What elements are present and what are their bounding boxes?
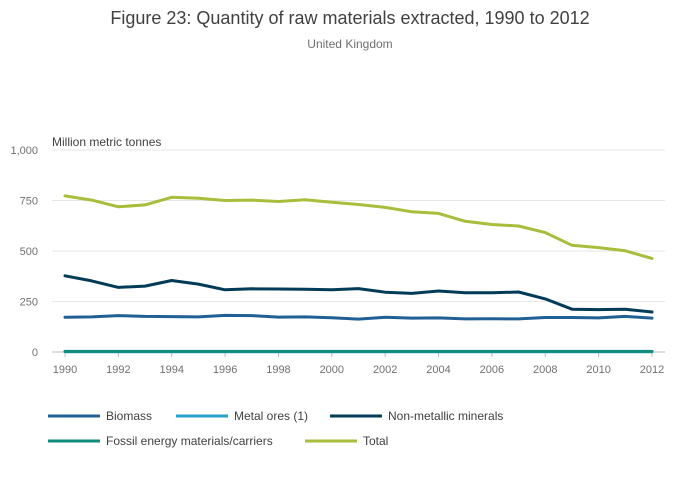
x-tick-label: 1998: [266, 364, 290, 376]
x-tick-label: 1992: [106, 364, 130, 376]
y-tick-label: 1,000: [10, 145, 38, 157]
y-tick-label: 250: [20, 297, 38, 309]
x-tick-label: 2006: [480, 364, 504, 376]
y-tick-label: 0: [32, 347, 38, 359]
x-tick-label: 2008: [533, 364, 557, 376]
legend-label: Total: [363, 434, 388, 448]
x-tick-label: 2002: [373, 364, 397, 376]
x-tick-label: 2010: [586, 364, 610, 376]
x-tick-label: 2012: [640, 364, 664, 376]
legend-item-biomass[interactable]: Biomass: [48, 409, 152, 423]
y-tick-label: 750: [20, 196, 38, 208]
series-line-total: [63, 194, 654, 260]
legend-item-total[interactable]: Total: [305, 434, 388, 448]
x-tick-label: 2000: [320, 364, 344, 376]
legend-item-non-metallic-minerals[interactable]: Non-metallic minerals: [330, 409, 503, 423]
y-axis-label: Million metric tonnes: [52, 135, 161, 149]
x-tick-label: 2004: [426, 364, 450, 376]
x-tick-label: 1990: [53, 364, 77, 376]
x-tick-label: 1994: [159, 364, 183, 376]
chart-subtitle: United Kingdom: [307, 37, 392, 51]
legend-label: Metal ores (1): [234, 409, 308, 423]
legend-label: Fossil energy materials/carriers: [106, 434, 273, 448]
x-tick-label: 1996: [213, 364, 237, 376]
series-line-non-metallic-minerals: [63, 274, 654, 314]
y-tick-label: 500: [20, 246, 38, 258]
legend-item-metal-ores-1[interactable]: Metal ores (1): [176, 409, 308, 423]
legend-label: Biomass: [106, 409, 152, 423]
chart-title: Figure 23: Quantity of raw materials ext…: [110, 8, 589, 28]
series-line-biomass: [63, 313, 654, 321]
legend-item-fossil-energy-materials-carriers[interactable]: Fossil energy materials/carriers: [48, 434, 273, 448]
legend-label: Non-metallic minerals: [388, 409, 503, 423]
